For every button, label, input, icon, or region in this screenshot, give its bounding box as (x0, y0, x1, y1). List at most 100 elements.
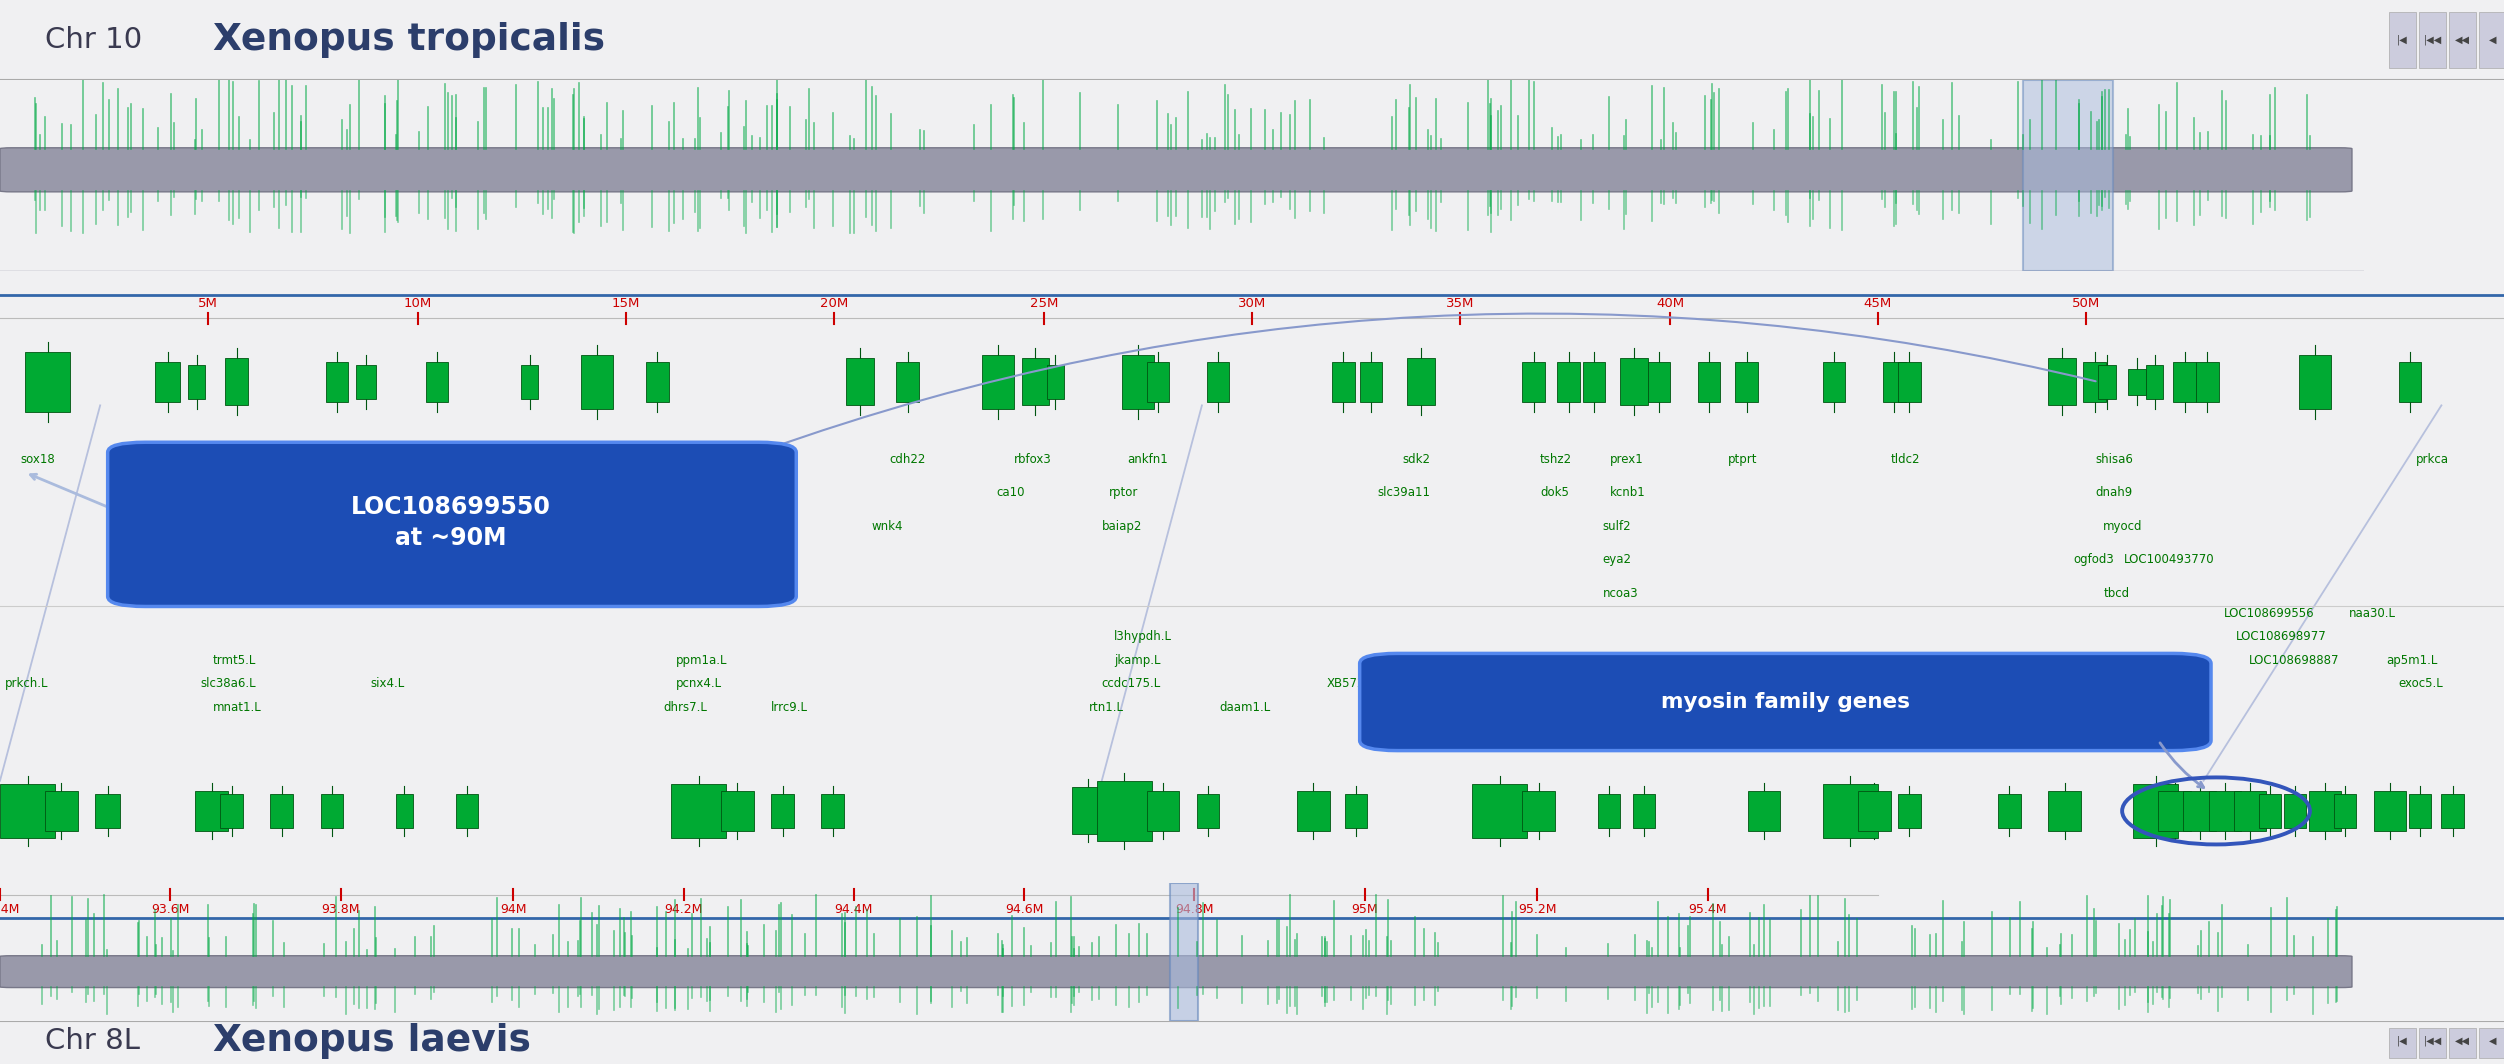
Bar (1097, 781, 1152, 841)
Bar (846, 359, 874, 405)
Bar (1898, 362, 1921, 402)
Bar (521, 365, 538, 399)
Text: naa30.L: naa30.L (2349, 606, 2396, 619)
Bar (2419, 12, 2446, 68)
Bar (2374, 791, 2406, 831)
Text: pcnx4.L: pcnx4.L (676, 677, 721, 691)
Bar (155, 362, 180, 402)
Text: LOC108698977: LOC108698977 (2236, 630, 2326, 643)
Text: dhrs7.L: dhrs7.L (664, 700, 709, 714)
Bar (426, 362, 448, 402)
Text: baiap2: baiap2 (1102, 519, 1142, 533)
Bar (2479, 12, 2504, 68)
Text: sulf2: sulf2 (1603, 519, 1630, 533)
Text: wnk4: wnk4 (871, 519, 904, 533)
Text: rbfox3: rbfox3 (1014, 452, 1052, 466)
Bar (1147, 362, 1169, 402)
Text: slc38a6.L: slc38a6.L (200, 677, 255, 691)
Bar (1072, 787, 1104, 834)
Text: rtn1.L: rtn1.L (1089, 700, 1124, 714)
Text: tbcd: tbcd (2103, 586, 2128, 600)
Text: shisa6: shisa6 (2096, 452, 2133, 466)
Bar (1598, 794, 1620, 828)
Text: kcnk7.L: kcnk7.L (1948, 653, 1993, 667)
Text: 94.2M: 94.2M (664, 903, 704, 916)
Bar (95, 794, 120, 828)
Bar (2083, 362, 2106, 402)
Text: 95.2M: 95.2M (1517, 903, 1557, 916)
Text: 95M: 95M (1352, 903, 1377, 916)
Text: rptor: rptor (1109, 486, 1139, 499)
Bar (188, 365, 205, 399)
Text: |◀: |◀ (2396, 35, 2409, 45)
Text: 45M: 45M (1863, 297, 1893, 310)
Bar (2389, 12, 2416, 68)
Bar (2334, 794, 2356, 828)
Text: dnah9: dnah9 (2096, 486, 2133, 499)
Text: trmt5.L: trmt5.L (213, 653, 255, 667)
Text: tanc2: tanc2 (531, 486, 563, 499)
Text: 94.4M: 94.4M (834, 903, 874, 916)
Text: myh8.L: myh8.L (2158, 677, 2201, 691)
Text: ogfod3: ogfod3 (2073, 553, 2113, 566)
Bar (2048, 359, 2076, 405)
Text: ankfn1: ankfn1 (1127, 452, 1167, 466)
Bar (1620, 359, 1648, 405)
Bar (1522, 791, 1555, 831)
Bar (321, 794, 343, 828)
Text: 30M: 30M (1237, 297, 1267, 310)
Bar (1297, 791, 1330, 831)
Bar (1207, 362, 1229, 402)
Bar (1147, 791, 1179, 831)
Bar (1998, 794, 2021, 828)
Text: daam1.L: daam1.L (1219, 700, 1270, 714)
Text: p96: p96 (521, 519, 543, 533)
Text: prkch.L: prkch.L (5, 677, 48, 691)
Bar (396, 794, 413, 828)
Text: exoc5.L: exoc5.L (2399, 677, 2444, 691)
Bar (1022, 359, 1049, 405)
Text: |◀◀: |◀◀ (2424, 35, 2441, 45)
Text: ◀: ◀ (2489, 35, 2496, 45)
Bar (2399, 362, 2421, 402)
Text: 50M: 50M (2071, 297, 2101, 310)
Text: ptprt: ptprt (1728, 452, 1758, 466)
Text: |◀: |◀ (2396, 1035, 2409, 1046)
Text: myocd: myocd (2103, 519, 2143, 533)
Text: slc39a11: slc39a11 (1377, 486, 1430, 499)
Text: cdh22: cdh22 (889, 452, 926, 466)
Bar (1898, 794, 1921, 828)
Bar (896, 362, 919, 402)
Text: ppm1a.L: ppm1a.L (676, 653, 729, 667)
Bar (1197, 794, 1219, 828)
Bar (1345, 794, 1367, 828)
Bar (1407, 359, 1435, 405)
Bar (1823, 362, 1845, 402)
Bar (2128, 368, 2146, 396)
Text: dact1.L: dact1.L (1465, 653, 1507, 667)
Bar (1047, 365, 1064, 399)
Bar (2409, 794, 2431, 828)
Text: LOC100493770: LOC100493770 (2123, 553, 2214, 566)
Text: prex1: prex1 (1610, 452, 1643, 466)
Bar (1360, 362, 1382, 402)
Bar (326, 362, 348, 402)
Text: slc35f4.L: slc35f4.L (1961, 677, 2013, 691)
Bar (1883, 362, 1906, 402)
Text: LOC108698887: LOC108698887 (2249, 653, 2339, 667)
Bar (721, 791, 754, 831)
Text: LOC108699556: LOC108699556 (2224, 606, 2314, 619)
Text: 93.4M: 93.4M (0, 903, 20, 916)
Bar (1522, 362, 1545, 402)
Bar (25, 352, 70, 412)
Text: 5M: 5M (198, 297, 218, 310)
Bar (2098, 365, 2116, 399)
Bar (2449, 1028, 2476, 1058)
Text: kcnb1: kcnb1 (1610, 486, 1645, 499)
Text: ◀: ◀ (2489, 1035, 2496, 1046)
Text: ◀◀: ◀◀ (2456, 35, 2469, 45)
Text: six4.L: six4.L (371, 677, 406, 691)
Bar (771, 794, 794, 828)
Text: 35M: 35M (1445, 297, 1475, 310)
Text: ccdc175.L: ccdc175.L (1102, 677, 1162, 691)
